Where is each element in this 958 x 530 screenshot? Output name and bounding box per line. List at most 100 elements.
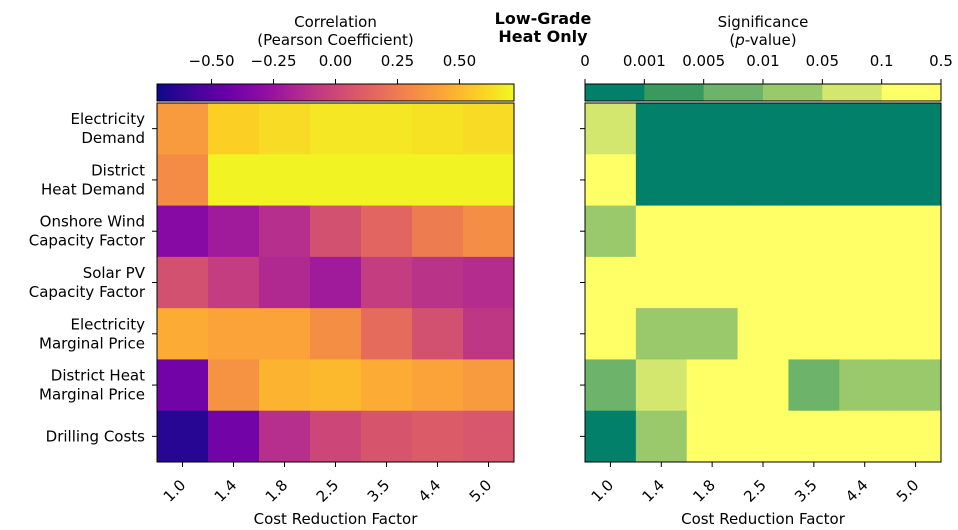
correlation-cell (259, 103, 311, 155)
x-tick-label: 4.4 (415, 476, 445, 506)
correlation-cell (157, 103, 209, 155)
significance-colorbar-label-sub: (p-value) (729, 31, 796, 49)
correlation-cell (361, 308, 413, 360)
significance-cell (788, 359, 840, 412)
correlation-cell (361, 359, 413, 412)
correlation-cell (208, 410, 260, 463)
correlation-colorbar: Correlation(Pearson Coefficient) −0.50 −0.… (156, 13, 515, 102)
significance-heatmap (584, 102, 942, 463)
significance-cell (788, 308, 840, 360)
correlation-cell (259, 308, 311, 360)
x-tick-label: 1.4 (211, 476, 241, 506)
correlation-cell (310, 154, 362, 207)
correlation-cell (259, 205, 311, 258)
y-tick-label: Capacity Factor (29, 283, 146, 301)
x-tick-label: 3.5 (791, 476, 821, 506)
significance-cell (686, 256, 739, 309)
correlation-cell (310, 308, 362, 360)
significance-colorbar-bin (703, 84, 764, 101)
x-tick-label: 1.8 (262, 476, 292, 506)
correlation-cell (259, 410, 311, 463)
correlation-colorbar-tick-label: −0.25 (251, 52, 297, 70)
correlation-cell (310, 359, 362, 412)
correlation-cell (310, 205, 362, 258)
correlation-cell (412, 256, 464, 309)
significance-cell (890, 205, 942, 258)
significance-cell (686, 205, 739, 258)
y-tick-label: Capacity Factor (29, 232, 146, 250)
x-tick-label: 5.0 (466, 476, 496, 506)
y-tick-label: Electricity (70, 315, 145, 333)
significance-colorbar-label: Significance (718, 13, 809, 31)
correlation-cell (208, 103, 260, 155)
x-tick-label: 3.5 (364, 476, 394, 506)
significance-cell (585, 410, 637, 463)
correlation-cell (463, 256, 515, 309)
correlation-cell (208, 154, 260, 207)
significance-cell (585, 256, 637, 309)
y-tick-label: Onshore Wind (40, 213, 145, 231)
correlation-heatmap (156, 102, 515, 463)
significance-colorbar-tick-label: 0.001 (623, 52, 666, 70)
correlation-cell (208, 359, 260, 412)
correlation-cell (412, 359, 464, 412)
significance-cell (635, 359, 688, 412)
significance-colorbar-tick-label: 0 (580, 52, 590, 70)
significance-cell (737, 103, 789, 155)
correlation-cell (412, 410, 464, 463)
correlation-colorbar-label: Correlation (294, 13, 377, 31)
correlation-colorbar-tick-label: 0.00 (319, 52, 352, 70)
significance-cell (635, 103, 688, 155)
significance-cell (737, 359, 789, 412)
significance-cell (635, 205, 688, 258)
correlation-cell (157, 154, 209, 207)
correlation-cell (412, 308, 464, 360)
y-tick-label: Heat Demand (41, 180, 145, 198)
y-tick-label: Electricity (70, 110, 145, 128)
significance-cell (788, 410, 840, 463)
correlation-cell (259, 256, 311, 309)
x-axis-label: Cost Reduction Factor (681, 510, 846, 528)
significance-cell (737, 256, 789, 309)
significance-cell (635, 154, 688, 207)
label-part: ( (729, 31, 735, 49)
correlation-cell (361, 205, 413, 258)
correlation-cell (361, 256, 413, 309)
x-tick-label: 1.8 (689, 476, 719, 506)
correlation-cell (157, 308, 209, 360)
correlation-cell (463, 308, 515, 360)
y-tick-label: District Heat (51, 367, 145, 385)
correlation-colorbar-tick-label: 0.25 (381, 52, 414, 70)
significance-cell (635, 256, 688, 309)
correlation-cell (208, 308, 260, 360)
correlation-cell (310, 410, 362, 463)
y-tick-label: District (91, 161, 145, 179)
significance-cell (737, 154, 789, 207)
significance-cell (890, 410, 942, 463)
significance-cell (686, 308, 739, 360)
correlation-cell (463, 205, 515, 258)
significance-cell (737, 308, 789, 360)
x-tick-label: 1.4 (639, 476, 669, 506)
significance-cell (890, 103, 942, 155)
correlation-colorbar-label: (Pearson Coefficient) (257, 31, 413, 49)
correlation-cell (361, 103, 413, 155)
significance-cell (839, 205, 891, 258)
label-part: -value) (745, 31, 797, 49)
correlation-cell (310, 103, 362, 155)
significance-cell (686, 154, 739, 207)
y-tick-label: Marginal Price (39, 334, 145, 352)
correlation-cell (463, 154, 515, 207)
title-line: Low-Grade (495, 9, 592, 28)
significance-cell (686, 103, 739, 155)
correlation-cell (157, 256, 209, 309)
significance-cell (635, 410, 688, 463)
significance-colorbar-bin (881, 84, 942, 101)
significance-colorbar-tick-label: 0.05 (806, 52, 839, 70)
correlation-cell (463, 359, 515, 412)
significance-cell (839, 410, 891, 463)
significance-cell (839, 308, 891, 360)
y-tick-label: Solar PV (83, 264, 146, 282)
significance-cell (839, 359, 891, 412)
